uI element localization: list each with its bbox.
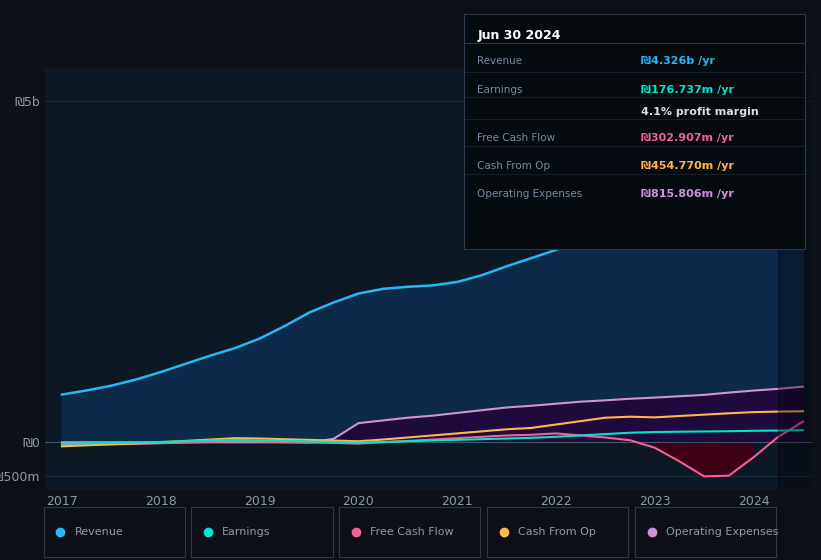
Text: Cash From Op: Cash From Op [518, 527, 596, 537]
Text: ₪454.770m /yr: ₪454.770m /yr [641, 161, 734, 171]
Text: Jun 30 2024: Jun 30 2024 [478, 29, 561, 43]
Text: ₪815.806m /yr: ₪815.806m /yr [641, 189, 734, 199]
Text: 4.1% profit margin: 4.1% profit margin [641, 107, 759, 117]
Text: Cash From Op: Cash From Op [478, 161, 551, 171]
Text: Free Cash Flow: Free Cash Flow [370, 527, 454, 537]
Text: Revenue: Revenue [478, 57, 523, 66]
Text: Earnings: Earnings [222, 527, 271, 537]
Bar [778, 67, 813, 490]
Text: Operating Expenses: Operating Expenses [478, 189, 583, 199]
Text: Operating Expenses: Operating Expenses [666, 527, 778, 537]
Text: Free Cash Flow: Free Cash Flow [478, 133, 556, 143]
Text: Earnings: Earnings [478, 85, 523, 95]
Text: ₪176.737m /yr: ₪176.737m /yr [641, 85, 734, 95]
Text: ₪302.907m /yr: ₪302.907m /yr [641, 133, 734, 143]
Text: ₪4.326b /yr: ₪4.326b /yr [641, 57, 715, 66]
Text: Revenue: Revenue [75, 527, 123, 537]
